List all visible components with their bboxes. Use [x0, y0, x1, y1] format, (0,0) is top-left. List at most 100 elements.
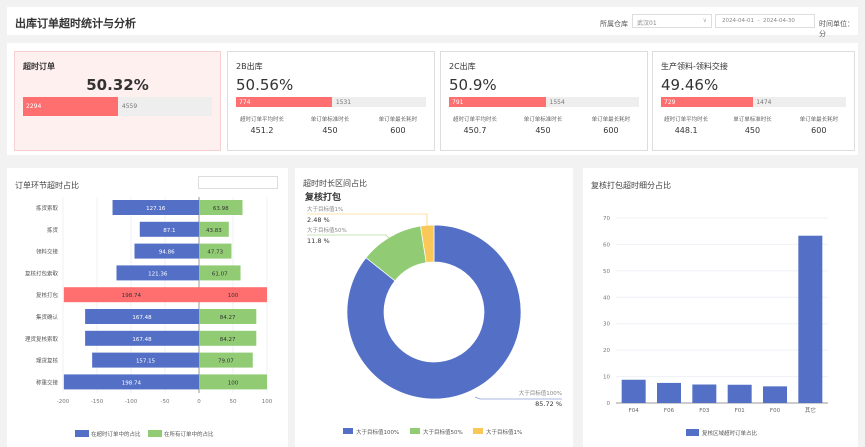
- card-2b[interactable]: 2B出库 50.56% 774 1531 超时订单平均时长 451.2 单订单标准时…: [227, 51, 435, 151]
- y-category-label: 复核打包: [36, 291, 59, 299]
- progress-fill: [661, 97, 753, 107]
- y-tick-label: 30: [603, 322, 610, 328]
- stat-standard: 单订单标准时长 450: [733, 117, 772, 135]
- progress-fill: [23, 97, 119, 116]
- y-tick-label: 40: [603, 295, 610, 301]
- card-timeout-orders[interactable]: 超时订单 50.32% 2294 4559: [14, 51, 221, 151]
- bar-label: 157.15: [136, 359, 156, 365]
- bar-all-share: [199, 352, 253, 368]
- card-percent: 49.46%: [661, 76, 719, 94]
- card-percent: 50.9%: [449, 76, 497, 94]
- card-percent: 50.56%: [236, 76, 294, 94]
- bar: [763, 386, 787, 403]
- timeout-count: 774: [239, 99, 251, 106]
- bar: [692, 384, 717, 403]
- progress-bar: 2294 4559: [23, 97, 212, 116]
- stat-avg: 超时订单平均时长 450.7: [452, 117, 497, 135]
- bar-label: 127.16: [146, 206, 166, 212]
- legend-label: 复核区域超时订单占比: [702, 429, 758, 437]
- bar-label: 198.74: [122, 380, 142, 386]
- timeout-count: 729: [664, 99, 676, 106]
- x-tick-label: 0: [197, 399, 201, 405]
- bar-label: 167.48: [132, 337, 152, 343]
- x-tick-label: 其它: [805, 406, 816, 414]
- bar-label: 61.07: [212, 271, 228, 277]
- slice-value: 85.72 %: [535, 400, 562, 408]
- x-tick-label: F06: [664, 408, 675, 414]
- y-tick-label: 70: [603, 216, 610, 222]
- bar: [798, 235, 823, 403]
- chart-subtitle: 复核打包: [305, 193, 342, 203]
- y-tick-label: 60: [603, 242, 610, 248]
- bar-overtime-share: [116, 265, 199, 281]
- header-bar: 出库订单超时统计与分析 所属仓库 武汉01 ∨ 2024-04-01 - 2024…: [7, 7, 858, 38]
- legend-swatch: [343, 428, 353, 434]
- stat-standard: 单订单标准时长 450: [523, 117, 563, 135]
- time-unit-label: 时间单位：分: [819, 20, 854, 38]
- x-tick-label: F00: [770, 408, 781, 414]
- date-end[interactable]: 2024-04-30: [762, 18, 795, 24]
- stat-standard: 单订单标准时长 450: [310, 117, 350, 135]
- chart-title: 订单环节超时占比: [15, 181, 79, 190]
- total-count: 4559: [121, 103, 138, 110]
- date-range-picker[interactable]: 2024-04-01 - 2024-04-30: [715, 14, 815, 28]
- slice-value: 2.48 %: [307, 216, 330, 224]
- legend-swatch-all: [148, 430, 162, 437]
- date-start[interactable]: 2024-04-01: [722, 18, 754, 24]
- total-count: 1474: [756, 99, 772, 106]
- stat-avg: 超时订单平均时长 451.2: [239, 117, 284, 135]
- bar-label: 198.74: [122, 293, 142, 299]
- bar-label: 87.1: [163, 228, 175, 234]
- bar-overtime-share: [85, 330, 199, 346]
- card-production[interactable]: 生产领料-领料交接 49.46% 729 1474 超时订单平均时长 448.1 单…: [652, 51, 855, 151]
- legend-label: 大于目标值1%: [486, 428, 522, 436]
- warehouse-select[interactable]: 武汉01 ∨: [632, 14, 712, 28]
- card-percent: 50.32%: [86, 76, 149, 94]
- page-title: 出库订单超时统计与分析: [15, 17, 136, 30]
- slice-value: 11.8 %: [307, 237, 330, 245]
- legend-swatch: [410, 428, 420, 434]
- duration-range-panel: 超时时长区间占比 复核打包: [295, 168, 573, 447]
- bar-label: 79.07: [218, 359, 234, 365]
- y-tick-label: 50: [603, 269, 610, 275]
- bar-all-share: [199, 200, 243, 215]
- timeout-count: 791: [452, 99, 464, 106]
- filter-input[interactable]: [198, 176, 278, 189]
- bar-label: 167.48: [132, 315, 152, 321]
- x-tick-label: F01: [735, 408, 745, 414]
- stat-max: 单订单最长耗时 600: [378, 117, 418, 135]
- bar-all-share: [199, 330, 257, 346]
- legend-swatch-overtime: [75, 430, 89, 437]
- bar-overtime-share: [63, 287, 200, 303]
- bar-all-share: [199, 265, 241, 281]
- legend-label: 大于目标值50%: [423, 428, 463, 436]
- progress-bar: 791 1554: [449, 97, 639, 107]
- bar-overtime-share: [139, 221, 199, 237]
- bar-all-share: [199, 243, 232, 259]
- bar-overtime-share: [112, 200, 199, 215]
- label-leader: [307, 234, 393, 242]
- bar-label: 121.36: [148, 271, 168, 277]
- y-category-label: 领料交接: [36, 248, 59, 256]
- stat-avg: 超时订单平均时长 448.1: [664, 117, 709, 135]
- legend-label: 大于目标值100%: [356, 428, 399, 436]
- y-category-label: 拣货索取: [36, 204, 59, 212]
- x-tick-label: -100: [125, 399, 138, 405]
- stat-max: 单订单最长耗时 600: [591, 117, 631, 135]
- progress-bar: 774 1531: [236, 97, 426, 107]
- card-name: 超时订单: [23, 62, 55, 71]
- chevron-down-icon: ∨: [702, 17, 707, 24]
- card-2c[interactable]: 2C出库 50.9% 791 1554 超时订单平均时长 450.7 单订单标准时长…: [440, 51, 648, 151]
- progress-bar: 729 1474: [661, 97, 846, 107]
- bar-overtime-share: [134, 243, 199, 259]
- x-tick-label: 50: [230, 399, 237, 405]
- total-count: 1531: [335, 99, 352, 106]
- y-tick-label: 0: [607, 401, 611, 407]
- x-tick-label: F03: [699, 408, 710, 414]
- chart-title: 复核打包超时细分占比: [591, 181, 671, 190]
- bar-label: 84.27: [220, 315, 236, 321]
- bar-overtime-share: [63, 374, 200, 390]
- y-category-label: 称重交接: [36, 378, 59, 386]
- y-tick-label: 20: [603, 348, 610, 354]
